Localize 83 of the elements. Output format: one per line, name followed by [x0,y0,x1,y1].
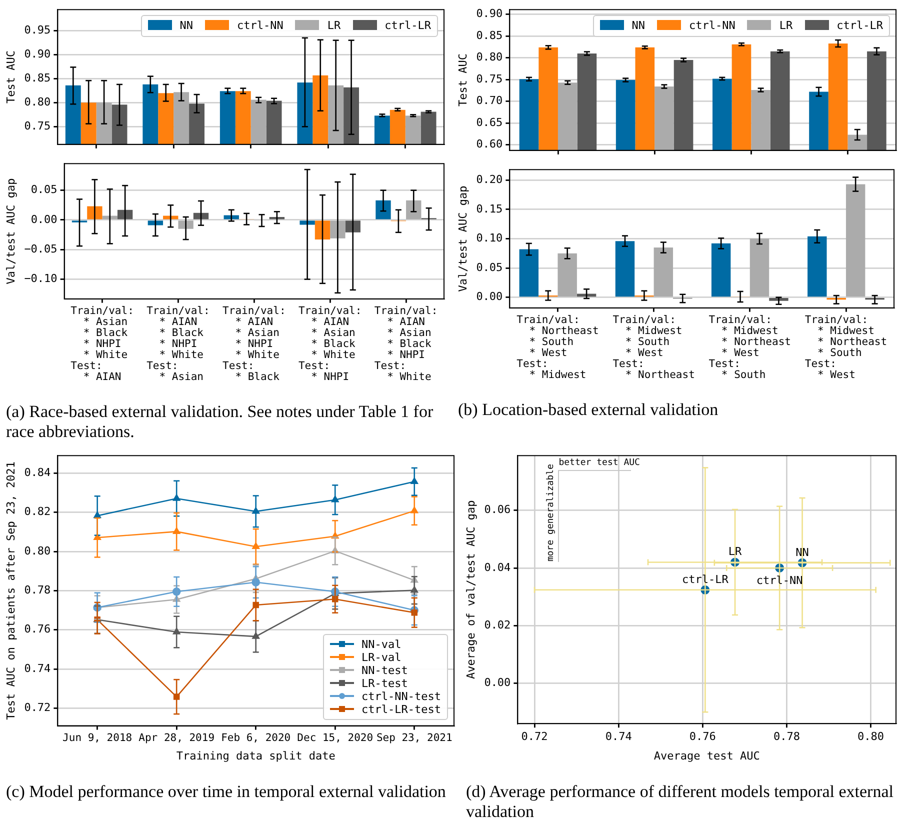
x-tick-label: Sep 23, 2021 [376,732,452,744]
x-tick-label: Jun 9, 2018 [62,732,132,744]
y-tick-label: −0.05 [24,242,58,256]
y-tick-label: 0.95 [24,24,51,37]
legend-label: LR [327,18,341,32]
y-axis-title: Test AUC on patients after Sep 23, 2021 [4,462,18,720]
legend-label: NN [180,18,194,32]
y-tick-label: 0.06 [484,503,511,516]
legend-label: LR [779,18,793,32]
y-tick-label: 0.15 [476,202,503,216]
annotation: better test AUC [558,458,640,468]
y-tick-label: 0.85 [476,28,503,42]
x-tick-label: Train/val: * AIAN * Asian * Black * White Test: * NHPI [298,305,362,384]
y-tick-label: 0.04 [484,560,512,574]
y-tick-label: 0.80 [24,544,51,558]
y-tick-label: 0.00 [30,212,58,226]
x-axis-title: Average test AUC [654,749,760,762]
text: (b) Location-based external validation [458,400,720,420]
x-tick-label: Train/val: * Asian * Black * NHPI * White Test: * AIAN [70,305,134,384]
y-tick-label: 0.74 [24,662,52,675]
y-axis-title: Test AUC [4,50,18,104]
series-label: ctrl-NN [756,574,803,587]
x-axis-title: Training data split date [176,749,336,762]
x-tick-label: Train/val: * Midwest * Northeast * South Test: * West [804,314,888,382]
x-tick-label: Train/val: * AIAN * Black * NHPI * White Test: * Asian [146,305,210,384]
y-tick-label: 0.84 [24,466,52,480]
y-tick-label: 0.10 [476,232,503,245]
x-tick-label: Dec 15, 2020 [297,732,374,744]
y-axis-title: Test AUC [456,54,470,106]
y-tick-label: 0.75 [476,72,503,86]
y-axis-title: Val/test AUC gap [4,178,18,284]
x-tick-label: Train/val: * AIAN * Asian * NHPI * White Test: * Black [222,305,286,384]
text: (a) Race-based external validation. See notes under Table 1 for race abbreviations. [6,402,434,442]
y-tick-label: 0.20 [476,173,503,186]
y-tick-label: 0.65 [476,116,503,129]
y-tick-label: 0.90 [476,7,503,20]
x-tick-label: Apr 28, 2019 [138,732,215,744]
legend-label: LR-test [362,676,408,690]
y-tick-label: 0.75 [24,120,51,133]
x-tick-label: Train/val: * Midwest * Northeast * West Test: * South [708,314,791,382]
y-tick-label: 0.00 [476,290,503,304]
y-axis-title: Average of val/test AUC gap [464,500,478,680]
series-label: LR [728,545,742,558]
y-tick-label: 0.60 [476,138,503,151]
y-tick-label: 0.72 [24,701,51,714]
y-tick-label: −0.10 [24,272,58,286]
x-tick-label: Train/val: * Northeast * South * West Test: * Midwest [516,314,599,382]
y-tick-label: 0.05 [476,260,503,274]
legend-label: ctrl-LR-test [362,702,441,716]
x-tick-label: Train/val: * AIAN * Asian * Black * NHPI Test: * White [374,305,438,384]
legend-label: NN-val [362,638,402,651]
y-axis-title: Val/test AUC gap [456,186,470,292]
legend-label: ctrl-LR [384,18,431,32]
y-tick-label: 0.80 [476,50,503,64]
series-label: ctrl-LR [682,572,729,586]
y-tick-label: 0.76 [24,622,51,636]
y-tick-label: 0.05 [30,183,58,196]
x-tick-label: Train/val: * Midwest * South * West Test: * Northeast [612,314,695,382]
legend-label: NN [632,18,646,32]
x-tick-label: 0.74 [605,730,632,744]
x-tick-label: Feb 6, 2020 [221,732,291,744]
legend-label: ctrl-NN [689,18,736,32]
y-tick-label: 0.90 [24,48,51,61]
y-tick-label: 0.80 [24,96,51,109]
x-tick-label: 0.80 [858,730,884,744]
legend-label: ctrl-LR [836,18,883,32]
annotation: more generalizable [546,464,556,562]
text: (d) Average performance of different models temporal external validation [466,782,894,822]
y-tick-label: 0.78 [24,584,51,597]
y-tick-label: 0.02 [484,618,511,632]
y-tick-label: 0.85 [24,72,51,85]
series-label: NN [796,546,809,559]
y-tick-label: 0.82 [24,505,51,518]
x-tick-label: 0.78 [773,730,800,744]
legend-label: ctrl-NN [237,18,284,32]
x-tick-label: 0.76 [689,730,716,744]
y-tick-label: 0.00 [484,676,511,690]
legend-label: LR-val [362,650,402,664]
legend-label: NN-test [362,664,408,677]
text: (c) Model performance over time in temporal external validation [6,782,447,802]
x-tick-label: 0.72 [521,730,548,744]
y-tick-label: 0.70 [476,94,503,108]
legend-label: ctrl-NN-test [362,690,441,703]
